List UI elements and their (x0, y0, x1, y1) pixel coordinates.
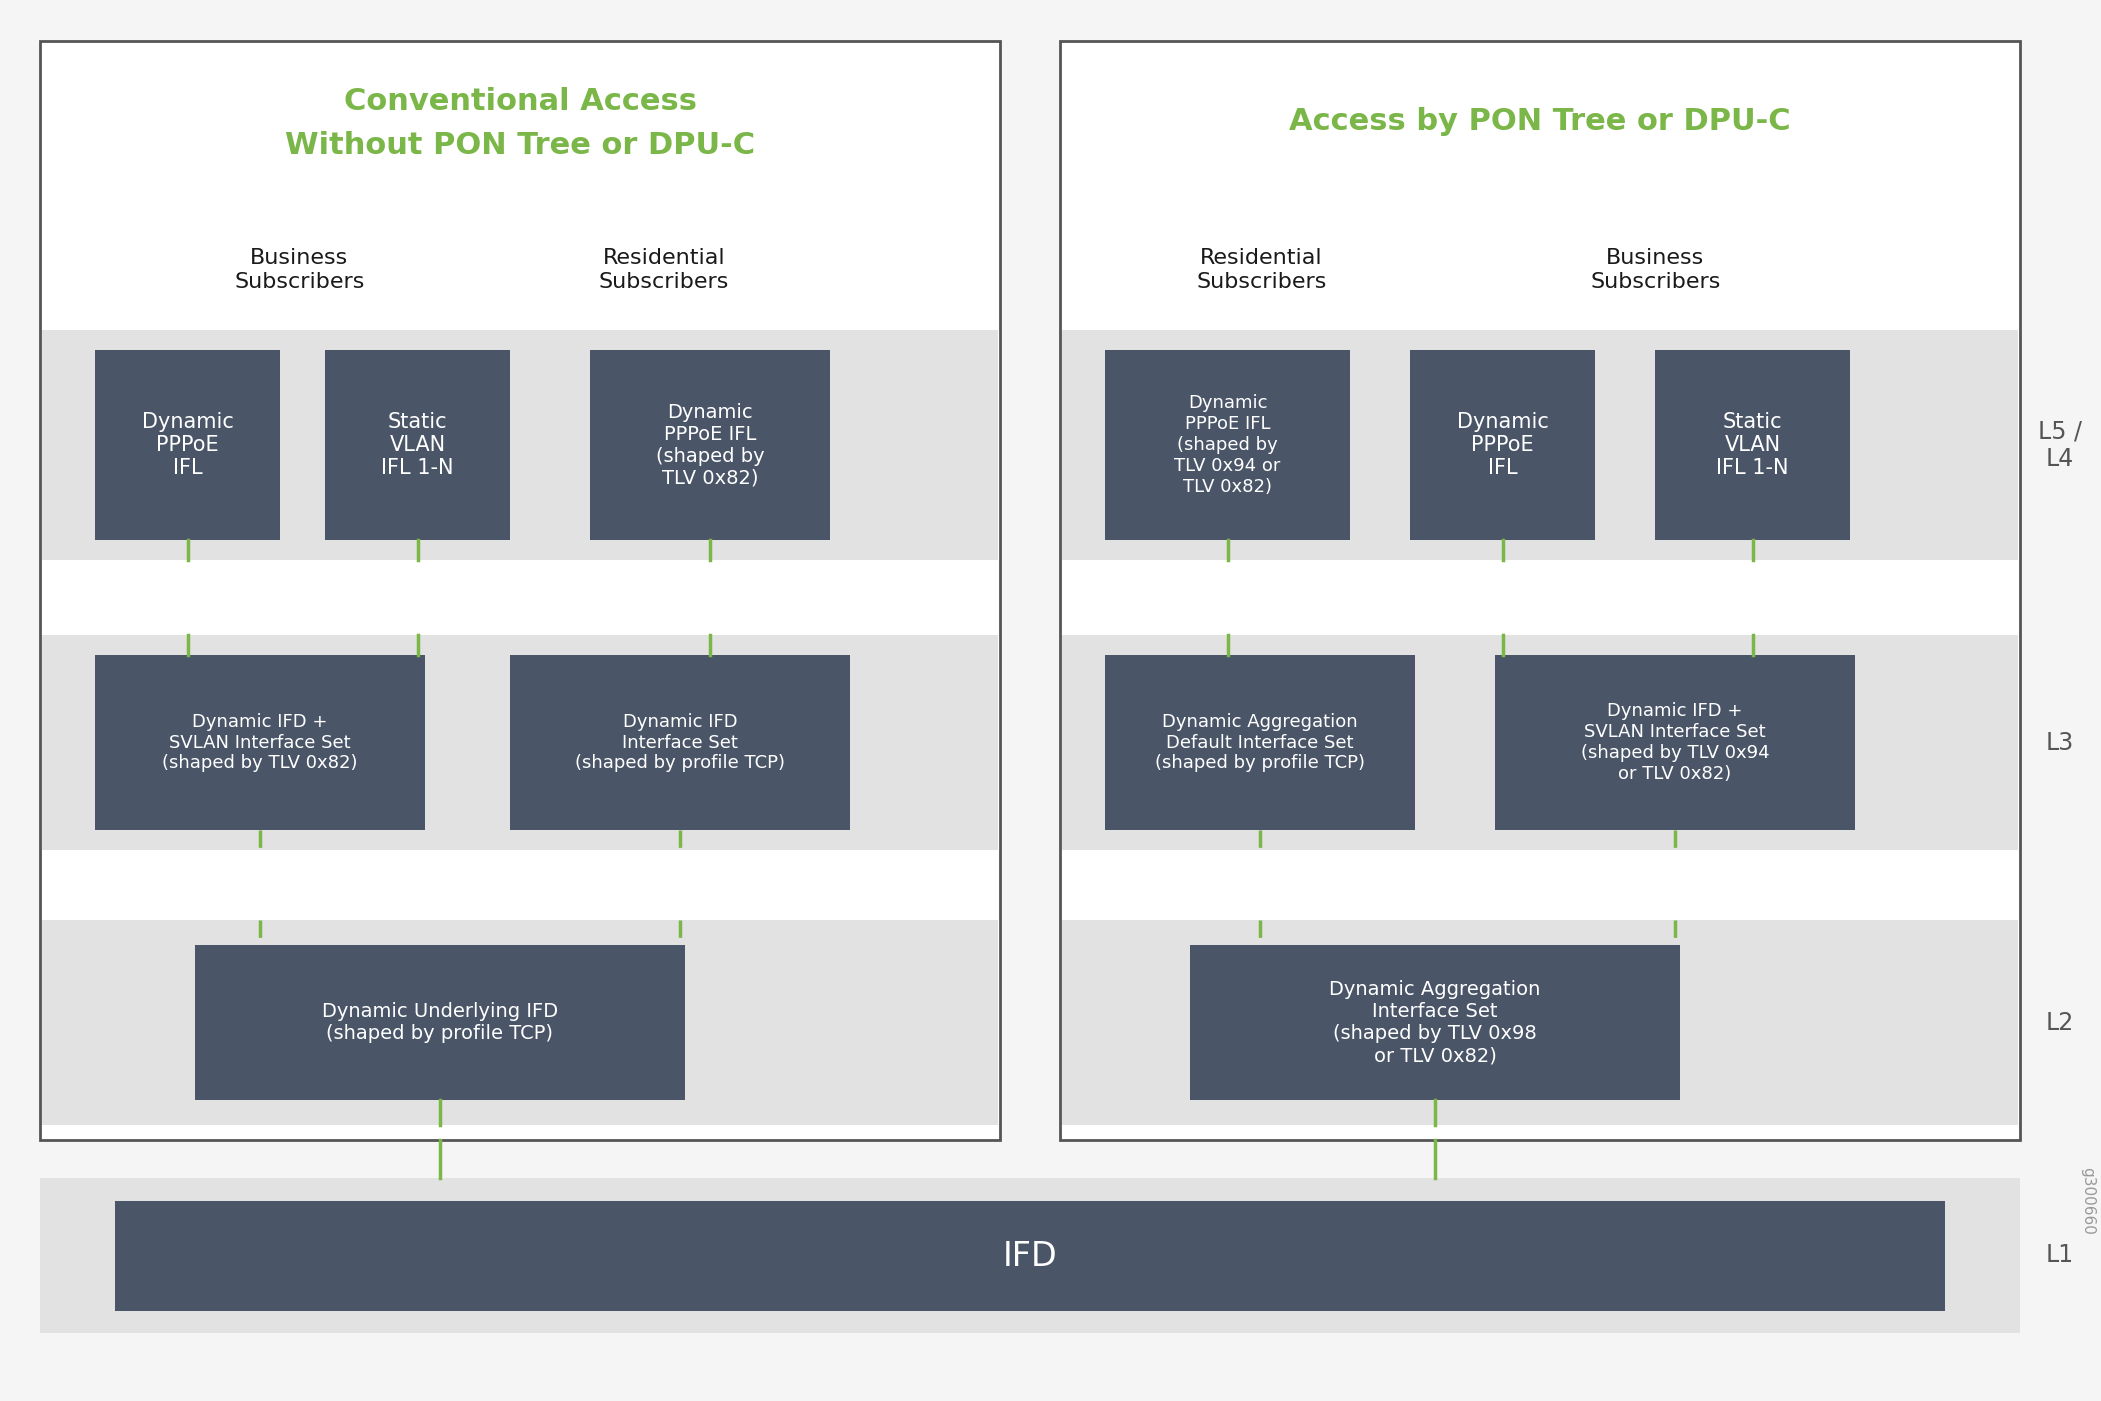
Text: Without PON Tree or DPU-C: Without PON Tree or DPU-C (286, 132, 754, 161)
Text: Dynamic IFD
Interface Set
(shaped by profile TCP): Dynamic IFD Interface Set (shaped by pro… (576, 713, 786, 772)
Text: IFD: IFD (1002, 1240, 1057, 1272)
Text: Conventional Access: Conventional Access (342, 87, 698, 115)
Bar (590, 350, 830, 539)
Bar (1656, 350, 1851, 539)
Bar (1061, 635, 2017, 850)
Text: Dynamic IFD +
SVLAN Interface Set
(shaped by TLV 0x94
or TLV 0x82): Dynamic IFD + SVLAN Interface Set (shape… (1580, 702, 1769, 783)
Bar (1105, 350, 1351, 539)
Text: L5 /
L4: L5 / L4 (2038, 419, 2082, 471)
Bar (42, 635, 998, 850)
Bar (40, 41, 1000, 1140)
Bar (1061, 920, 2017, 1125)
Text: Business
Subscribers: Business Subscribers (1590, 248, 1721, 291)
Text: Access by PON Tree or DPU-C: Access by PON Tree or DPU-C (1290, 106, 1790, 136)
Bar (95, 656, 424, 829)
Bar (95, 350, 279, 539)
Bar (1061, 41, 2019, 1140)
Text: Business
Subscribers: Business Subscribers (233, 248, 363, 291)
Text: Dynamic IFD +
SVLAN Interface Set
(shaped by TLV 0x82): Dynamic IFD + SVLAN Interface Set (shape… (162, 713, 357, 772)
Text: L3: L3 (2046, 730, 2074, 755)
Bar (116, 1201, 1946, 1311)
Text: L2: L2 (2046, 1010, 2074, 1034)
Bar (42, 920, 998, 1125)
Bar (1496, 656, 1855, 829)
Bar (1189, 946, 1681, 1100)
Text: Static
VLAN
IFL 1-N: Static VLAN IFL 1-N (1717, 412, 1788, 478)
Text: Dynamic
PPPoE IFL
(shaped by
TLV 0x94 or
TLV 0x82): Dynamic PPPoE IFL (shaped by TLV 0x94 or… (1174, 395, 1282, 496)
Bar (1410, 350, 1595, 539)
Text: Residential
Subscribers: Residential Subscribers (599, 248, 729, 291)
Bar (511, 656, 851, 829)
Text: Dynamic Aggregation
Interface Set
(shaped by TLV 0x98
or TLV 0x82): Dynamic Aggregation Interface Set (shape… (1330, 981, 1540, 1065)
Text: g300660: g300660 (2080, 1167, 2095, 1234)
Text: Dynamic
PPPoE
IFL: Dynamic PPPoE IFL (1456, 412, 1548, 478)
Bar (42, 331, 998, 560)
Bar (326, 350, 511, 539)
Bar (1105, 656, 1414, 829)
Text: Residential
Subscribers: Residential Subscribers (1195, 248, 1328, 291)
Text: L1: L1 (2046, 1244, 2074, 1268)
Text: Dynamic
PPPoE
IFL: Dynamic PPPoE IFL (141, 412, 233, 478)
Text: Dynamic
PPPoE IFL
(shaped by
TLV 0x82): Dynamic PPPoE IFL (shaped by TLV 0x82) (656, 402, 765, 488)
Bar (195, 946, 685, 1100)
Text: Static
VLAN
IFL 1-N: Static VLAN IFL 1-N (380, 412, 454, 478)
Bar (40, 1178, 2019, 1332)
Bar (1061, 331, 2017, 560)
Text: Dynamic Underlying IFD
(shaped by profile TCP): Dynamic Underlying IFD (shaped by profil… (321, 1002, 559, 1042)
Text: Dynamic Aggregation
Default Interface Set
(shaped by profile TCP): Dynamic Aggregation Default Interface Se… (1156, 713, 1366, 772)
